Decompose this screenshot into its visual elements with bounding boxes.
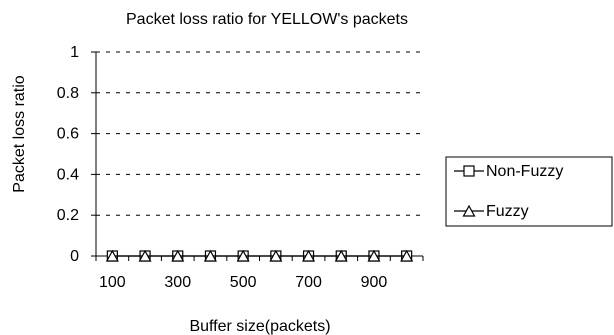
data-point-fuzzy bbox=[334, 249, 348, 262]
y-axis-title: Packet loss ratio bbox=[11, 75, 28, 192]
legend-marker-fuzzy bbox=[462, 204, 476, 217]
data-point-fuzzy bbox=[367, 249, 381, 262]
plot-area: 0 0.2 0.4 0.6 0.8 1 100 300 500 700 900 bbox=[57, 44, 424, 291]
y-tick-label: 0 bbox=[70, 248, 79, 265]
y-tick-label: 1 bbox=[70, 44, 79, 61]
data-point-fuzzy bbox=[203, 249, 217, 262]
x-tick-label: 900 bbox=[361, 274, 388, 291]
legend-items: Non-Fuzzy Fuzzy bbox=[454, 163, 563, 220]
y-axis-label: Packet loss ratio bbox=[11, 75, 28, 192]
chart-title: Packet loss ratio for YELLOW's packets bbox=[126, 11, 408, 28]
y-tick-label: 0.8 bbox=[57, 85, 79, 102]
legend: Non-Fuzzy Fuzzy bbox=[445, 156, 613, 227]
y-tick-label: 0.6 bbox=[57, 126, 79, 143]
data-point-fuzzy bbox=[302, 249, 316, 262]
legend-marker-non-fuzzy bbox=[463, 165, 475, 177]
data-point-fuzzy bbox=[171, 249, 185, 262]
data-point-fuzzy bbox=[400, 249, 414, 262]
x-axis-label: Buffer size(packets) bbox=[189, 318, 330, 335]
data-point-fuzzy bbox=[138, 249, 152, 262]
legend-label-fuzzy: Fuzzy bbox=[486, 203, 529, 220]
x-tick-label: 500 bbox=[230, 274, 257, 291]
y-tick-label: 0.2 bbox=[57, 207, 79, 224]
x-tick-label: 100 bbox=[99, 274, 126, 291]
x-tick-label: 300 bbox=[164, 274, 191, 291]
data-point-fuzzy bbox=[236, 249, 250, 262]
data-point-fuzzy bbox=[105, 249, 119, 262]
data-point-fuzzy bbox=[269, 249, 283, 262]
y-tick-label: 0.4 bbox=[57, 166, 79, 183]
legend-label-non-fuzzy: Non-Fuzzy bbox=[486, 163, 563, 180]
x-tick-label: 700 bbox=[295, 274, 322, 291]
